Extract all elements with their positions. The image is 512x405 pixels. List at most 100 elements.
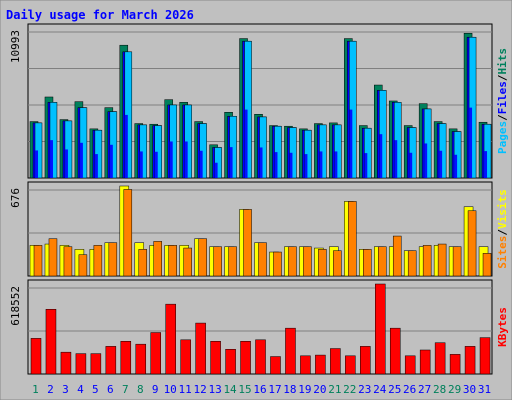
x-tick-label: 13 [208, 383, 221, 396]
kbytes-bar [434, 342, 446, 375]
kbytes-bar [479, 337, 491, 375]
sites-bar [437, 243, 447, 277]
pages-bar [364, 127, 372, 179]
sites-bar [378, 246, 387, 277]
pages-bar-shade [94, 154, 98, 178]
pages-bar-shade [169, 141, 173, 178]
y-max-label: 676 [9, 188, 22, 208]
x-tick-label: 16 [253, 383, 266, 396]
pages-bar-shade [35, 150, 38, 178]
chart-title: Daily usage for March 2026 [6, 8, 194, 22]
sites-bar [333, 250, 342, 277]
kbytes-bar [60, 351, 72, 375]
sites-bar [93, 245, 103, 277]
kbytes-bar [255, 339, 266, 375]
pages-bar-shade [109, 144, 113, 178]
x-tick-label: 21 [328, 383, 341, 396]
x-tick-label: 31 [478, 383, 491, 396]
x-tick-label: 12 [194, 383, 207, 396]
pages-bar-shade [154, 151, 158, 178]
x-tick-label: 2 [47, 383, 54, 396]
x-tick-label: 23 [358, 383, 371, 396]
sites-bar [138, 249, 148, 277]
pages-bar-shade [439, 150, 443, 178]
sites-bar [363, 249, 372, 277]
x-tick-label: 19 [298, 383, 311, 396]
sites-bar [392, 235, 402, 277]
pages-bar-shade [199, 150, 203, 178]
kbytes-bar [120, 341, 132, 375]
sites-bar [407, 250, 417, 277]
sites-bar [303, 246, 312, 277]
sites-bar [198, 238, 207, 277]
x-tick-label: 25 [388, 383, 401, 396]
sites-bar [108, 242, 118, 277]
kbytes-bar [210, 341, 221, 375]
sites-bar [123, 189, 133, 277]
pages-bar-shade [469, 107, 473, 178]
pages-bar-shade [184, 141, 188, 178]
x-tick-label: 1 [32, 383, 39, 396]
sites-bar [63, 246, 73, 277]
sites-bar [243, 209, 252, 277]
kbytes-bar [150, 332, 161, 375]
sites-bar [318, 249, 327, 277]
x-tick-label: 8 [137, 383, 144, 396]
pages-bar-shade [319, 151, 323, 178]
x-tick-label: 27 [418, 383, 431, 396]
kbytes-bar [449, 354, 461, 375]
x-tick-label: 28 [433, 383, 446, 396]
sites-bar [273, 251, 282, 277]
legend-text: Pages/Files/Hits [496, 48, 509, 154]
legend-separator: / [496, 229, 509, 236]
pages-bar-shade [49, 140, 53, 178]
legend-item-files: Files [496, 81, 509, 114]
chart-panels: 10993676618552Pages/Files/HitsSites/Visi… [9, 23, 509, 396]
pages-bar-shade [379, 134, 383, 178]
pages-bar-shade [349, 109, 353, 178]
sites-bar [153, 241, 162, 277]
kbytes-bar [135, 343, 147, 375]
kbytes-bar [285, 327, 296, 375]
kbytes-bar [419, 349, 431, 375]
kbytes-bar [165, 303, 176, 375]
kbytes-bar [464, 346, 476, 375]
sites-bar [482, 253, 492, 277]
x-tick-label: 26 [403, 383, 416, 396]
kbytes-bar [225, 349, 236, 375]
x-tick-label: 24 [373, 383, 387, 396]
x-tick-label: 10 [164, 383, 177, 396]
sites-bar [228, 246, 237, 277]
legend-separator: / [496, 114, 509, 121]
x-tick-label: 14 [223, 383, 237, 396]
x-tick-label: 9 [152, 383, 159, 396]
legend-item-hits: Hits [496, 48, 509, 75]
legend-text: KBytes [496, 307, 509, 347]
kbytes-bar [375, 283, 386, 375]
sites-bar [288, 246, 297, 277]
pages-bar-shade [79, 142, 83, 178]
x-tick-label: 3 [62, 383, 69, 396]
sites-bar [78, 254, 88, 277]
x-tick-label: 4 [77, 383, 84, 396]
legend-item-pages: Pages [496, 121, 509, 154]
legend-item-visits: Visits [496, 189, 509, 229]
legend-item-sites: Sites [496, 236, 509, 269]
x-tick-label: 20 [313, 383, 326, 396]
kbytes-bar [75, 353, 87, 375]
pages-bar-shade [244, 109, 248, 178]
pages-bar-shade [124, 114, 128, 178]
kbytes-bar [315, 354, 326, 375]
pages-bar-shade [409, 152, 413, 178]
x-tick-label: 11 [179, 383, 192, 396]
pages-bar-shade [364, 153, 368, 178]
kbytes-bar [195, 322, 206, 375]
kbytes-bar [404, 355, 416, 375]
sites-bar [183, 247, 192, 277]
y-max-label: 10993 [9, 30, 22, 63]
kbytes-bar [389, 327, 401, 375]
sites-bar [258, 242, 267, 277]
kbytes-bar [90, 353, 102, 375]
